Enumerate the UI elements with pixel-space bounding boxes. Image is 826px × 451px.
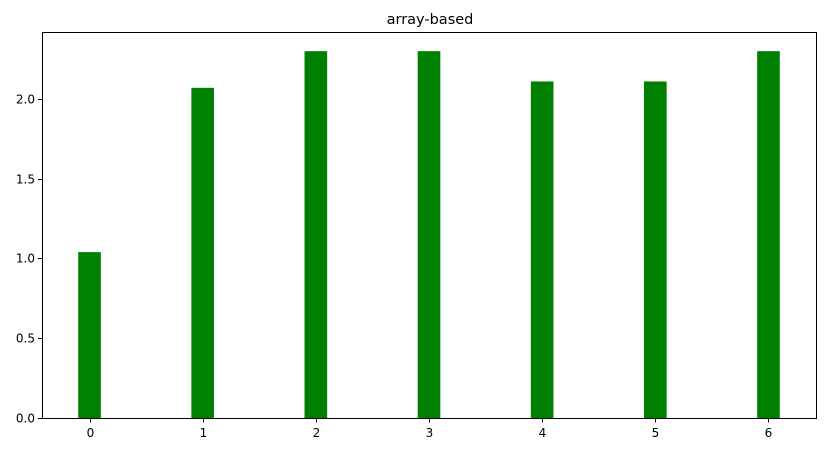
x-tick-label: 5: [652, 426, 660, 440]
y-axis: 0.0 0.5 1.0 1.5 2.0: [16, 93, 43, 426]
bar-4: [530, 81, 554, 418]
bar-0: [78, 252, 101, 418]
x-axis: 0 1 2 3 4 5 6: [87, 418, 773, 440]
y-tick-label: 1.0: [16, 252, 35, 266]
x-tick-label: 2: [313, 426, 321, 440]
x-tick-label: 0: [87, 426, 95, 440]
y-tick-label: 1.5: [16, 173, 35, 187]
y-tick-label: 2.0: [16, 93, 35, 107]
bar-3: [417, 51, 441, 418]
x-tick-label: 6: [765, 426, 773, 440]
y-tick-label: 0.5: [16, 332, 35, 346]
x-tick-label: 3: [426, 426, 434, 440]
plot-frame: [42, 32, 817, 419]
y-tick-label: 0.0: [16, 412, 35, 426]
bar-2: [304, 51, 328, 418]
bar-1: [191, 87, 214, 418]
bar-6: [757, 51, 780, 418]
bars-layer: [78, 51, 780, 418]
chart-title: array-based: [387, 12, 474, 28]
x-tick-label: 1: [200, 426, 208, 440]
x-tick-label: 4: [539, 426, 547, 440]
bar-5: [644, 81, 667, 418]
